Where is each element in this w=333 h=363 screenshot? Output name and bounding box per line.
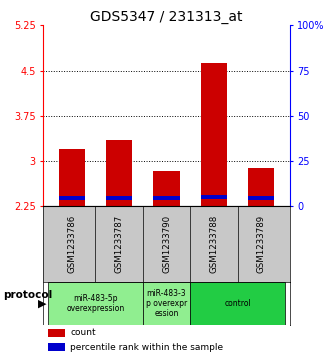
Text: GSM1233786: GSM1233786 <box>67 215 76 273</box>
Text: miR-483-5p
overexpression: miR-483-5p overexpression <box>66 294 125 313</box>
Bar <box>154 171 179 206</box>
Bar <box>201 195 227 199</box>
Bar <box>143 282 190 325</box>
Bar <box>190 282 285 325</box>
Bar <box>106 140 132 206</box>
Title: GDS5347 / 231313_at: GDS5347 / 231313_at <box>90 11 243 24</box>
Bar <box>48 282 143 325</box>
Text: percentile rank within the sample: percentile rank within the sample <box>70 343 223 352</box>
Bar <box>201 63 227 206</box>
Bar <box>248 196 274 200</box>
Text: protocol: protocol <box>3 290 53 300</box>
Bar <box>59 196 85 200</box>
Bar <box>59 149 85 206</box>
Bar <box>48 343 66 351</box>
Bar <box>154 196 179 200</box>
Text: miR-483-3
p overexpr
ession: miR-483-3 p overexpr ession <box>146 289 187 318</box>
Text: ▶: ▶ <box>38 298 47 309</box>
Bar <box>248 168 274 206</box>
Text: GSM1233788: GSM1233788 <box>209 215 218 273</box>
Bar <box>106 196 132 200</box>
Text: GSM1233787: GSM1233787 <box>115 215 124 273</box>
Text: control: control <box>224 299 251 308</box>
Bar <box>48 329 66 337</box>
Text: count: count <box>70 328 96 337</box>
Text: GSM1233789: GSM1233789 <box>257 215 266 273</box>
Text: GSM1233790: GSM1233790 <box>162 215 171 273</box>
